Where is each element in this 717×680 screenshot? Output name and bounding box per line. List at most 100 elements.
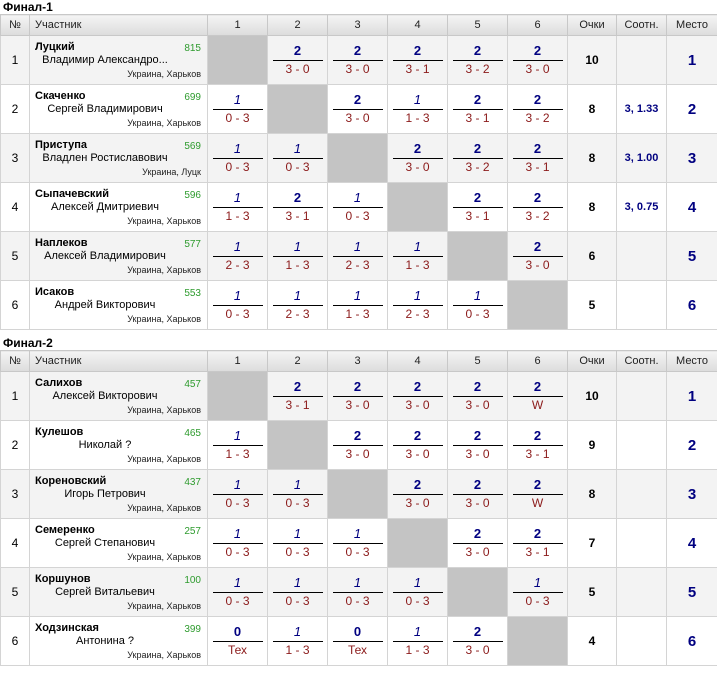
col-header-game-4[interactable]: 4 bbox=[387, 350, 448, 372]
col-header-game-3[interactable]: 3 bbox=[327, 14, 388, 36]
participant-name[interactable]: Сыпачевский bbox=[35, 188, 109, 200]
col-header-game-5[interactable]: 5 bbox=[447, 350, 508, 372]
game-cell[interactable]: 0 Тех bbox=[327, 616, 388, 666]
participant-name[interactable]: Кореновский bbox=[35, 475, 107, 487]
participant-cell[interactable]: Скаченко 699 Сергей Владимирович Украина, Х… bbox=[29, 84, 208, 134]
col-header-game-3[interactable]: 3 bbox=[327, 350, 388, 372]
participant-name[interactable]: Салихов bbox=[35, 377, 83, 389]
participant-name[interactable]: Коршунов bbox=[35, 573, 91, 585]
col-header-num[interactable]: № bbox=[0, 350, 30, 372]
col-header-place[interactable]: Место bbox=[666, 14, 717, 36]
col-header-points[interactable]: Очки bbox=[567, 14, 617, 36]
participant-cell[interactable]: Салихов 457 Алексей Викторович Украина, Хар… bbox=[29, 371, 208, 421]
participant-name[interactable]: Наплеков bbox=[35, 237, 88, 249]
participant-cell[interactable]: Наплеков 577 Алексей Владимирович Украина, … bbox=[29, 231, 208, 281]
participant-cell[interactable]: Ходзинская 399 Антонина ? Украина, Харьков bbox=[29, 616, 208, 666]
col-header-game-6[interactable]: 6 bbox=[507, 350, 568, 372]
col-header-game-5[interactable]: 5 bbox=[447, 14, 508, 36]
col-header-game-4[interactable]: 4 bbox=[387, 14, 448, 36]
participant-cell[interactable]: Сыпачевский 596 Алексей Дмитриевич Украина,… bbox=[29, 182, 208, 232]
participant-cell[interactable]: Коршунов 100 Сергей Витальевич Украина, Хар… bbox=[29, 567, 208, 617]
participant-cell[interactable]: Исаков 553 Андрей Викторович Украина, Харьк… bbox=[29, 280, 208, 330]
col-header-points[interactable]: Очки bbox=[567, 350, 617, 372]
participant-cell[interactable]: Луцкий 815 Владимир Александро... Украина, … bbox=[29, 35, 208, 85]
participant-cell[interactable]: Семеренко 257 Сергей Степанович Украина, Ха… bbox=[29, 518, 208, 568]
col-header-game-2[interactable]: 2 bbox=[267, 14, 328, 36]
col-header-place[interactable]: Место bbox=[666, 350, 717, 372]
participant-name[interactable]: Луцкий bbox=[35, 41, 75, 53]
participant-name[interactable]: Ходзинская bbox=[35, 622, 99, 634]
participant-name[interactable]: Приступа bbox=[35, 139, 88, 151]
participant-name[interactable]: Исаков bbox=[35, 286, 75, 298]
col-header-participant[interactable]: Участник bbox=[29, 14, 208, 36]
col-header-game-6[interactable]: 6 bbox=[507, 14, 568, 36]
col-header-num[interactable]: № bbox=[0, 14, 30, 36]
game-cell[interactable]: 0 Тех bbox=[207, 616, 268, 666]
participant-name[interactable]: Скаченко bbox=[35, 90, 86, 102]
participant-cell[interactable]: Приступа 569 Владлен Ростиславович Украина,… bbox=[29, 133, 208, 183]
col-header-ratio[interactable]: Соотн. bbox=[616, 14, 667, 36]
col-header-game-1[interactable]: 1 bbox=[207, 14, 268, 36]
col-header-game-2[interactable]: 2 bbox=[267, 350, 328, 372]
participant-cell[interactable]: Кулешов 465 Николай ? Украина, Харьков bbox=[29, 420, 208, 470]
participant-name[interactable]: Семеренко bbox=[35, 524, 95, 536]
col-header-participant[interactable]: Участник bbox=[29, 350, 208, 372]
